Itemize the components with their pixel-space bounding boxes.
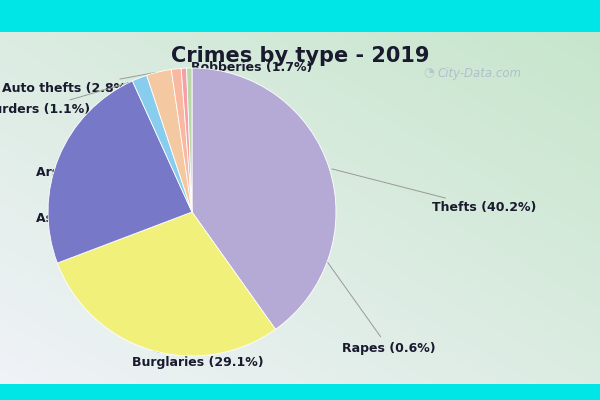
- Text: Murders (1.1%): Murders (1.1%): [0, 70, 173, 116]
- Text: Arson (0.6%): Arson (0.6%): [36, 70, 182, 179]
- Wedge shape: [187, 68, 192, 212]
- Text: Burglaries (29.1%): Burglaries (29.1%): [132, 350, 264, 369]
- Wedge shape: [146, 70, 192, 212]
- Wedge shape: [192, 68, 336, 329]
- Wedge shape: [181, 68, 192, 212]
- Wedge shape: [58, 212, 275, 356]
- Text: Thefts (40.2%): Thefts (40.2%): [332, 169, 536, 214]
- Text: ◔: ◔: [423, 66, 434, 78]
- Text: City-Data.com: City-Data.com: [438, 67, 522, 80]
- Text: Crimes by type - 2019: Crimes by type - 2019: [171, 46, 429, 66]
- Text: Auto thefts (2.8%): Auto thefts (2.8%): [2, 72, 156, 95]
- Wedge shape: [171, 68, 192, 212]
- Wedge shape: [48, 81, 192, 263]
- Text: Assaults (24.0%): Assaults (24.0%): [36, 160, 155, 225]
- Text: Rapes (0.6%): Rapes (0.6%): [191, 70, 436, 355]
- Wedge shape: [133, 75, 192, 212]
- Text: Robberies (1.7%): Robberies (1.7%): [142, 61, 313, 78]
